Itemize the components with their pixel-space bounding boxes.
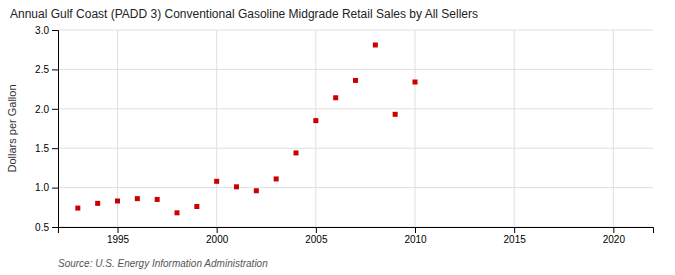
x-tick: 2005 — [305, 227, 328, 245]
x-tick-mark — [415, 227, 416, 233]
source-note: Source: U.S. Energy Information Administ… — [58, 258, 268, 269]
point — [413, 80, 418, 85]
point — [234, 184, 239, 189]
point — [313, 118, 318, 123]
x-grid-line — [514, 30, 515, 227]
point — [254, 188, 259, 193]
y-tick-mark — [52, 109, 58, 110]
y-grid-line — [58, 148, 653, 149]
point — [155, 197, 160, 202]
x-tick-label: 2015 — [504, 234, 527, 245]
point — [194, 204, 199, 209]
point — [353, 78, 358, 83]
point — [333, 95, 338, 100]
x-tick-label: 2020 — [603, 234, 626, 245]
y-tick: 1.0 — [35, 182, 58, 193]
title: Annual Gulf Coast (PADD 3) Conventional … — [10, 7, 478, 21]
y-tick: 0.5 — [35, 222, 58, 233]
y-tick: 3.0 — [35, 25, 58, 36]
x-axis: 1995 2000 2005 2010 2015 2020 — [59, 227, 654, 245]
y-grid-line — [58, 69, 653, 70]
chart: 1995 2000 2005 2010 2015 2020 0.5 1.0 1.5 2.0 2.5 3… — [0, 0, 675, 275]
x-tick: 2000 — [206, 227, 229, 245]
y-tick-label: 2.0 — [35, 104, 49, 115]
y-tick-mark — [52, 69, 58, 70]
point — [115, 198, 120, 203]
y-tick-label: 1.5 — [35, 143, 49, 154]
x-tick-label: 1995 — [107, 234, 130, 245]
x-tick-mark — [613, 227, 614, 233]
y-grid-line — [58, 187, 653, 188]
y-tick: 2.0 — [35, 104, 58, 115]
x-grid-line — [415, 30, 416, 227]
y-tick: 2.5 — [35, 64, 58, 75]
point — [135, 196, 140, 201]
x-grid-line — [613, 30, 614, 227]
y-axis-title: Dollars per Gallon — [6, 84, 18, 172]
y-tick-label: 2.5 — [35, 64, 49, 75]
x-grid-line — [315, 30, 316, 227]
x-tick-label: 2000 — [206, 234, 229, 245]
point — [95, 201, 100, 206]
points — [75, 42, 417, 215]
y-tick-label: 1.0 — [35, 182, 49, 193]
x-tick: 2020 — [603, 227, 626, 245]
grid — [58, 30, 653, 227]
y-tick: 1.5 — [35, 143, 58, 154]
x-tick-label: 2010 — [404, 234, 427, 245]
point — [75, 206, 80, 211]
y-tick-mark — [52, 188, 58, 189]
x-axis-line — [59, 228, 654, 234]
x-tick: 2010 — [404, 227, 427, 245]
y-tick-mark — [52, 30, 58, 31]
x-tick: 2015 — [504, 227, 527, 245]
x-grid-line — [117, 30, 118, 227]
x-tick: 1995 — [107, 227, 130, 245]
y-tick-label: 3.0 — [35, 25, 49, 36]
y-axis-line — [52, 31, 59, 228]
x-tick-label: 2005 — [305, 234, 328, 245]
point — [393, 112, 398, 117]
point — [373, 42, 378, 47]
point — [214, 179, 219, 184]
y-grid-line — [58, 30, 653, 31]
y-tick-mark — [52, 148, 58, 149]
point — [175, 210, 180, 215]
y-tick-mark — [52, 227, 58, 228]
chart-container: 1995 2000 2005 2010 2015 2020 0.5 1.0 1.5 2.0 2.5 3… — [0, 0, 675, 275]
y-axis: 0.5 1.0 1.5 2.0 2.5 3.0 — [35, 25, 58, 233]
plot-area: 1995 2000 2005 2010 2015 2020 0.5 1.0 1.5 2.0 2.5 3… — [35, 25, 653, 245]
y-grid-line — [58, 108, 653, 109]
point — [294, 150, 299, 155]
x-tick-mark — [514, 227, 515, 233]
x-tick-mark — [118, 227, 119, 233]
x-tick-mark — [217, 227, 218, 233]
y-tick-label: 0.5 — [35, 222, 49, 233]
x-tick-mark — [316, 227, 317, 233]
x-grid-line — [216, 30, 217, 227]
point — [274, 176, 279, 181]
